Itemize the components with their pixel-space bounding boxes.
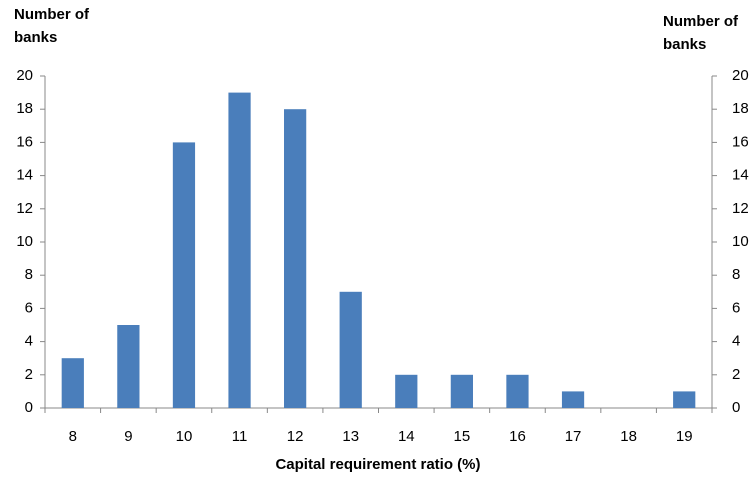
y2-tick-label: 4	[732, 333, 740, 350]
y-tick-label: 16	[16, 133, 33, 150]
bar	[395, 374, 418, 408]
y2-tick-label: 10	[732, 233, 749, 250]
y-tick-label: 4	[25, 333, 33, 350]
x-tick-label: 15	[454, 428, 471, 445]
x-tick-label: 17	[565, 428, 582, 445]
bar	[228, 92, 251, 408]
x-tick-label: 19	[676, 428, 693, 445]
y-tick-label: 18	[16, 100, 33, 117]
y2-tick-label: 12	[732, 200, 749, 217]
y2-tick-label: 0	[732, 399, 740, 416]
y2-tick-label: 14	[732, 167, 749, 184]
y-axis-title: banks	[14, 29, 57, 46]
y-tick-label: 8	[25, 266, 33, 283]
y2-tick-label: 20	[732, 67, 749, 84]
bar	[673, 391, 696, 408]
x-tick-label: 9	[124, 428, 132, 445]
y-tick-label: 6	[25, 299, 33, 316]
y-tick-label: 14	[16, 167, 33, 184]
x-tick-label: 10	[176, 428, 193, 445]
bar	[561, 391, 585, 408]
bar	[450, 374, 473, 408]
bar	[339, 291, 362, 408]
y2-tick-label: 18	[732, 100, 749, 117]
x-tick-label: 11	[232, 428, 248, 445]
y-tick-label: 20	[16, 67, 33, 84]
bar	[61, 358, 84, 408]
bar	[172, 142, 196, 408]
y2-tick-label: 6	[732, 299, 740, 316]
x-axis-title: Capital requirement ratio (%)	[275, 456, 480, 473]
y2-axis-title: Number of	[663, 13, 739, 30]
x-tick-label: 13	[342, 428, 359, 445]
x-tick-label: 18	[620, 428, 637, 445]
bar	[117, 325, 140, 408]
bar	[506, 374, 529, 408]
bar	[284, 109, 307, 408]
x-tick-label: 12	[287, 428, 304, 445]
y-tick-label: 2	[25, 366, 33, 383]
y2-tick-label: 16	[732, 133, 749, 150]
x-tick-label: 16	[509, 428, 526, 445]
y-tick-label: 10	[16, 233, 33, 250]
y2-tick-label: 2	[732, 366, 740, 383]
x-tick-label: 8	[69, 428, 77, 445]
y-tick-label: 0	[25, 399, 33, 416]
x-tick-label: 14	[398, 428, 415, 445]
y2-tick-label: 8	[732, 266, 740, 283]
y2-axis-title: banks	[663, 36, 706, 53]
y-axis-title: Number of	[14, 6, 90, 23]
y-tick-label: 12	[16, 200, 33, 217]
